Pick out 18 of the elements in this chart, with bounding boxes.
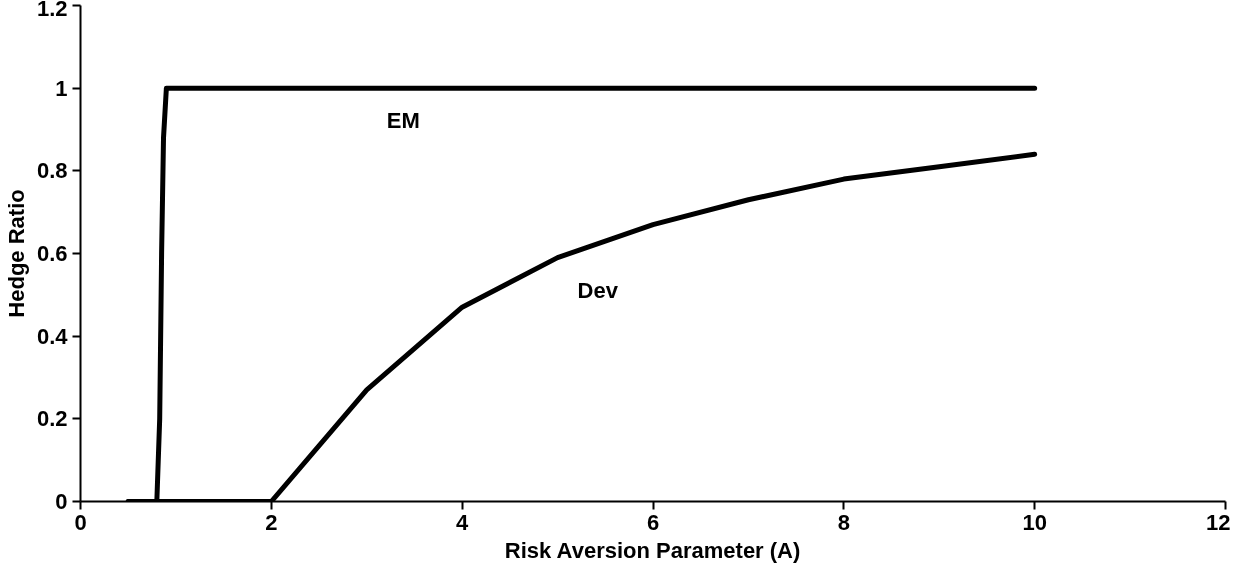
x-axis-title: Risk Aversion Parameter (A) — [504, 537, 801, 563]
y-tick-label: 0.6 — [36, 241, 68, 266]
y-tick-label: 0.8 — [36, 158, 68, 184]
x-tick-label: 4 — [456, 509, 470, 535]
x-tick-label: 2 — [265, 509, 278, 535]
y-axis-title: Hedge Ratio — [3, 189, 29, 318]
y-tick-label: 0 — [55, 489, 68, 514]
x-tick-label: 6 — [646, 509, 660, 535]
x-tick-label: 10 — [1022, 509, 1047, 535]
x-tick-label: 8 — [837, 509, 850, 535]
y-tick-label: 1 — [55, 75, 68, 101]
series-label: Dev — [577, 277, 619, 303]
x-tick-label: 0 — [74, 509, 87, 535]
y-tick-label: 1.2 — [36, 0, 68, 21]
y-tick-label: 0.2 — [36, 406, 68, 432]
y-tick-label: 0.4 — [36, 323, 69, 349]
series-label: EM — [386, 108, 420, 134]
x-tick-label: 12 — [1206, 509, 1231, 535]
